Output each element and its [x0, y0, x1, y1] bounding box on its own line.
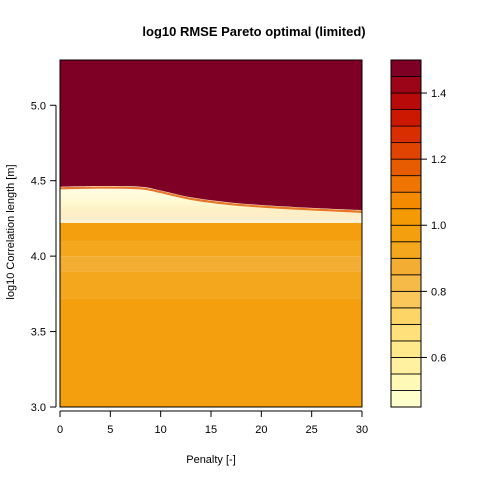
- colorbar: [390, 59, 422, 408]
- colorbar-swatch: [390, 125, 422, 144]
- y-axis: 3.0 3.5 4.0 4.5 5.0: [31, 100, 57, 414]
- colorbar-swatch: [390, 175, 422, 193]
- x-tick-label: 10: [155, 424, 167, 436]
- x-tick-label: 25: [306, 424, 318, 436]
- colorbar-swatch: [390, 257, 422, 276]
- colorbar-swatch: [390, 109, 422, 127]
- colorbar-swatch: [390, 390, 422, 408]
- high-value-region: [60, 60, 362, 211]
- x-tick-label: 20: [255, 424, 267, 436]
- transition-glow: [60, 185, 362, 225]
- x-axis-label: Penalty [-]: [186, 454, 236, 466]
- heatmap-band-3: [60, 241, 362, 257]
- boundary-edge: [60, 186, 362, 213]
- chart-title: log10 RMSE Pareto optimal (limited): [142, 24, 365, 39]
- plot-frame: [59, 59, 363, 408]
- colorbar-swatch: [390, 59, 422, 77]
- colorbar-swatch: [390, 290, 422, 309]
- colorbar-swatch: [390, 274, 422, 292]
- colorbar-tick-label: 0.6: [431, 352, 446, 364]
- y-tick-label: 3.0: [31, 402, 46, 414]
- colorbar-swatch: [390, 373, 422, 391]
- colorbar-swatch: [390, 224, 422, 243]
- y-tick-label: 3.5: [31, 327, 46, 339]
- x-tick-label: 0: [57, 424, 63, 436]
- y-axis-label: log10 Correlation length [m]: [5, 164, 17, 299]
- y-tick-label: 5.0: [31, 100, 46, 112]
- colorbar-swatch: [390, 158, 422, 177]
- colorbar-swatch: [390, 340, 422, 358]
- colorbar-swatch: [390, 307, 422, 325]
- colorbar-tick-label: 1.2: [431, 154, 446, 166]
- colorbar-tick-label: 1.0: [431, 220, 446, 232]
- colorbar-tick-label: 0.8: [431, 286, 446, 298]
- x-tick-label: 30: [356, 424, 368, 436]
- heatmap-band-0: [60, 298, 362, 407]
- plot-area: [60, 60, 362, 407]
- colorbar-swatch: [390, 191, 422, 210]
- colorbar-swatch: [390, 241, 422, 259]
- colorbar-axis: 0.6 0.8 1.0 1.2 1.4: [421, 88, 446, 364]
- y-tick-label: 4.5: [31, 176, 46, 188]
- x-axis: 0 5 10 15 20 25 30: [57, 410, 368, 436]
- colorbar-swatch: [390, 208, 422, 226]
- heatmap-band-4: [60, 222, 362, 242]
- x-tick-label: 5: [107, 424, 113, 436]
- colorbar-frame: [390, 59, 422, 408]
- heatmap-band-1: [60, 271, 362, 299]
- colorbar-swatch: [390, 323, 422, 342]
- heatmap-band-2: [60, 256, 362, 272]
- colorbar-swatch: [390, 92, 422, 110]
- x-tick-label: 15: [205, 424, 217, 436]
- colorbar-tick-label: 1.4: [431, 88, 446, 100]
- colorbar-swatch: [390, 76, 422, 94]
- y-tick-label: 4.0: [31, 251, 46, 263]
- colorbar-swatch: [390, 142, 422, 160]
- colorbar-swatch: [390, 357, 422, 375]
